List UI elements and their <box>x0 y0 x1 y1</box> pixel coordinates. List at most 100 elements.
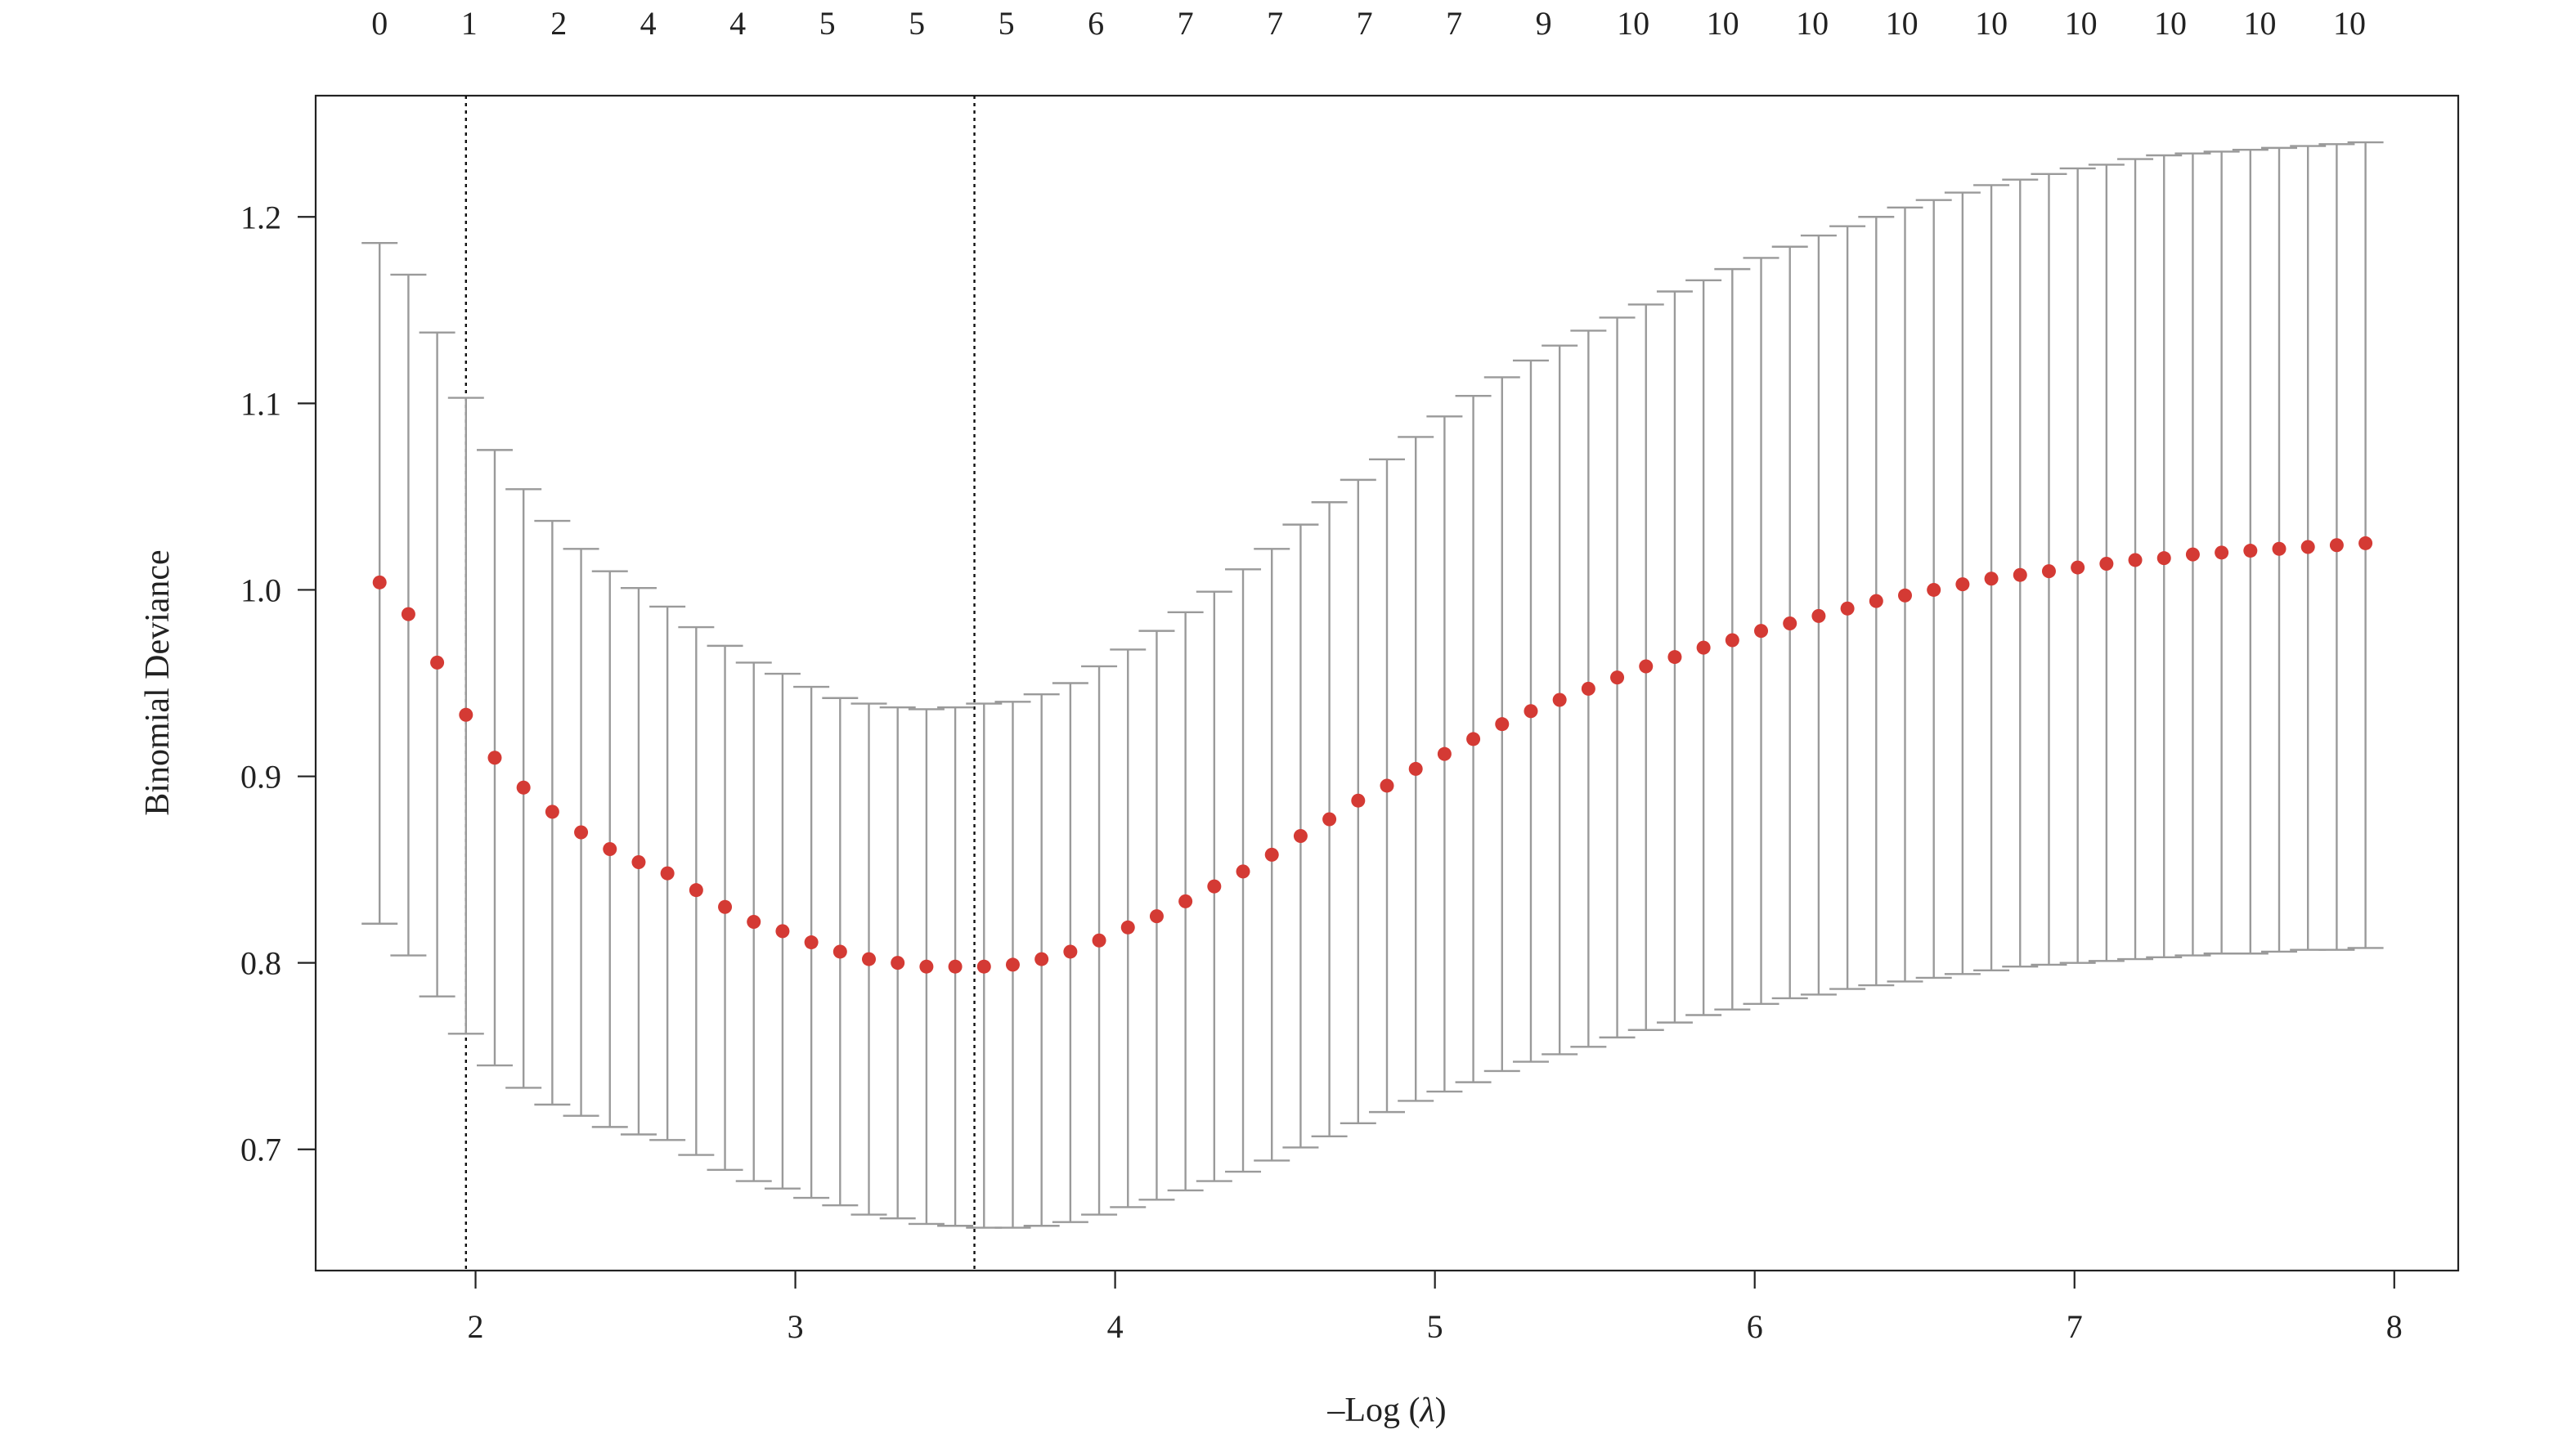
y-tick-label: 0.9 <box>240 759 281 796</box>
data-point <box>718 899 733 914</box>
data-point <box>1408 761 1423 776</box>
data-point <box>1149 909 1164 924</box>
x-axis: 2 3 4 5 6 7 8 <box>468 1271 2403 1345</box>
top-count-label: 10 <box>1796 5 1829 42</box>
top-count-label: 10 <box>2154 5 2187 42</box>
top-count-label: 7 <box>1178 5 1194 42</box>
x-tick-label: 2 <box>468 1308 484 1345</box>
y-tick-label: 1.1 <box>240 385 281 422</box>
top-count-label: 0 <box>371 5 388 42</box>
data-point <box>1552 693 1567 707</box>
data-point <box>401 607 415 621</box>
x-tick-label: 5 <box>1427 1308 1443 1345</box>
data-point <box>1955 577 1970 592</box>
data-point <box>1869 594 1883 608</box>
data-point <box>919 959 934 974</box>
data-point <box>1207 879 1222 894</box>
data-point <box>1725 633 1739 648</box>
data-point <box>1495 717 1510 732</box>
x-axis-title-suffix: ) <box>1435 1392 1447 1429</box>
top-count-label: 5 <box>909 5 925 42</box>
data-point <box>459 707 473 722</box>
data-point <box>545 805 559 819</box>
data-point <box>1581 681 1595 696</box>
data-point <box>1063 944 1078 959</box>
data-point <box>1380 778 1394 793</box>
x-tick-label: 4 <box>1107 1308 1124 1345</box>
data-point <box>660 866 675 881</box>
data-point <box>1610 670 1625 685</box>
data-point <box>2300 540 2315 554</box>
data-point <box>1178 894 1193 908</box>
data-point <box>1437 746 1452 761</box>
data-point <box>516 780 531 795</box>
x-tick-label: 7 <box>2067 1308 2083 1345</box>
data-point <box>1667 650 1682 665</box>
top-count-label: 5 <box>819 5 836 42</box>
data-point <box>430 655 445 670</box>
y-axis-title: Binomial Deviance <box>139 549 177 815</box>
data-point <box>1293 829 1308 844</box>
data-point <box>2099 557 2114 572</box>
top-count-label: 10 <box>1617 5 1649 42</box>
data-point <box>1783 616 1797 631</box>
data-point <box>689 883 703 898</box>
data-point <box>1236 864 1250 879</box>
deviance-points <box>372 536 2373 974</box>
data-point <box>372 575 387 589</box>
top-count-label: 4 <box>640 5 657 42</box>
x-tick-label: 3 <box>788 1308 804 1345</box>
top-count-label: 7 <box>1267 5 1283 42</box>
x-axis-title: –Log (λ) <box>1326 1392 1446 1429</box>
data-point <box>1811 608 1826 623</box>
top-count-label: 10 <box>1707 5 1739 42</box>
data-point <box>2156 551 2171 566</box>
data-point <box>2243 544 2258 558</box>
top-count-label: 10 <box>2244 5 2277 42</box>
data-point <box>2329 538 2344 553</box>
data-point <box>804 935 819 950</box>
data-point <box>1264 847 1279 862</box>
data-point <box>1322 812 1337 827</box>
lambda-reference-lines <box>464 96 976 1271</box>
data-point <box>487 751 502 765</box>
top-count-label: 7 <box>1357 5 1373 42</box>
x-tick-label: 6 <box>1747 1308 1763 1345</box>
top-count-label: 4 <box>729 5 746 42</box>
y-tick-label: 1.0 <box>240 572 281 608</box>
nonzero-count-labels: 0 1 2 4 4 5 5 5 6 7 7 7 7 9 10 10 10 10 10 10 10 10 10 <box>371 5 2366 42</box>
y-tick-label: 0.8 <box>240 945 281 982</box>
data-point <box>832 944 847 959</box>
data-point <box>1984 572 1999 586</box>
data-point <box>2071 560 2085 575</box>
x-tick-label: 8 <box>2386 1308 2403 1345</box>
top-count-label: 9 <box>1536 5 1552 42</box>
y-axis: 0.7 0.8 0.9 1.0 1.1 1.2 <box>240 199 316 1168</box>
data-point <box>775 924 790 939</box>
data-point <box>976 959 991 974</box>
data-point <box>631 854 646 869</box>
data-point <box>2358 536 2373 550</box>
data-point <box>603 842 617 857</box>
error-bars <box>361 141 2384 1229</box>
data-point <box>1005 957 1020 972</box>
top-count-label: 5 <box>999 5 1015 42</box>
y-tick-label: 1.2 <box>240 199 281 235</box>
data-point <box>1120 920 1135 935</box>
data-point <box>1524 704 1538 719</box>
x-axis-title-lambda: λ <box>1418 1392 1434 1429</box>
data-point <box>1466 732 1481 746</box>
top-count-label: 1 <box>461 5 478 42</box>
y-tick-label: 0.7 <box>240 1132 281 1168</box>
data-point <box>1897 588 1912 603</box>
data-point <box>1754 624 1769 639</box>
top-count-label: 7 <box>1446 5 1462 42</box>
top-count-label: 10 <box>2333 5 2366 42</box>
data-point <box>891 956 905 971</box>
data-point <box>1840 601 1855 616</box>
top-count-label: 10 <box>1975 5 2008 42</box>
data-point <box>1927 582 1941 597</box>
data-point <box>2185 547 2200 562</box>
data-point <box>1092 933 1106 948</box>
